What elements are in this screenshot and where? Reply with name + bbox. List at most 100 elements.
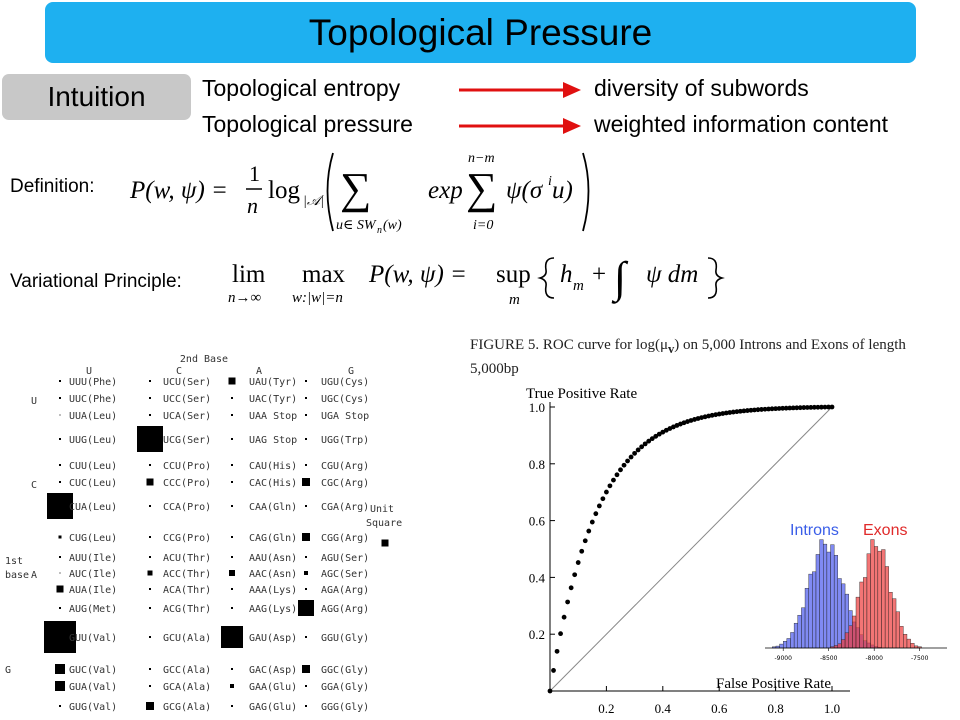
codon-square <box>302 478 310 486</box>
column-letter: U <box>86 366 92 377</box>
definition-label: Definition: <box>10 176 95 197</box>
codon-square <box>305 438 307 440</box>
roc-point <box>575 560 581 565</box>
integral-body: ψ dm <box>646 261 698 288</box>
y-tick-label: 0.6 <box>529 514 546 529</box>
roc-point <box>561 614 567 620</box>
roc-point <box>734 409 740 415</box>
codon-label: ACC(Thr) <box>163 569 211 580</box>
codon-label: GAA(Glu) <box>249 682 297 693</box>
codon-label: CGG(Arg) <box>321 533 369 544</box>
roc-point <box>586 528 592 534</box>
introns-bar <box>841 583 846 649</box>
first-base-label-2: base <box>5 570 29 581</box>
roc-point <box>759 407 764 412</box>
svg-text:i: i <box>548 174 552 189</box>
codon-label: GAU(Asp) <box>249 633 297 644</box>
codon-square <box>305 705 307 707</box>
codon-label: GCG(Ala) <box>163 702 211 713</box>
codon-square <box>305 505 307 507</box>
codon-square <box>229 570 235 576</box>
roc-point <box>625 458 630 464</box>
roc-point <box>727 410 733 415</box>
roc-point <box>589 519 595 525</box>
roc-point <box>551 668 556 673</box>
second-base-header: 2nd Base <box>180 354 228 365</box>
roc-point <box>787 405 793 411</box>
codon-square <box>231 588 233 590</box>
introns-bar <box>801 607 806 649</box>
row-letter: C <box>31 480 37 491</box>
codon-square <box>59 414 61 416</box>
codon-label: UCG(Ser) <box>163 435 211 446</box>
sum-symbol: ∑ <box>340 164 371 213</box>
codon-square <box>137 426 163 452</box>
codon-label: CCU(Pro) <box>163 461 211 472</box>
roc-point <box>811 404 817 410</box>
fraction-numerator: 1 <box>249 161 260 186</box>
roc-point <box>596 503 602 509</box>
codon-square <box>231 464 233 466</box>
introns-bar <box>833 555 839 649</box>
codon-square <box>47 493 73 519</box>
codon-square <box>55 664 65 674</box>
exons-bar <box>899 626 904 649</box>
codon-label: UAU(Tyr) <box>249 377 297 388</box>
topological-pressure-text: Topological pressure <box>202 111 413 137</box>
exons-bar <box>852 615 857 649</box>
codon-square <box>59 481 61 483</box>
codon-label: CUA(Leu) <box>69 502 117 513</box>
right-arrow-icon <box>459 118 581 134</box>
inner-sum-symbol: ∑ <box>466 164 497 213</box>
exons-bar <box>888 592 893 649</box>
codon-square <box>305 464 307 466</box>
sum-subscript: u∈ SW <box>336 218 377 233</box>
codon-label: UGA Stop <box>321 411 369 422</box>
codon-label: AGG(Arg) <box>321 604 369 615</box>
exons-bar <box>866 553 871 649</box>
codon-label: CGA(Arg) <box>321 502 369 513</box>
codon-square <box>149 536 151 538</box>
roc-point <box>582 538 588 544</box>
codon-label: GCU(Ala) <box>163 633 211 644</box>
roc-point <box>801 405 807 410</box>
svg-text:(w): (w) <box>383 218 402 233</box>
roc-y-axis-label: True Positive Rate <box>526 386 637 402</box>
codon-label: UAG Stop <box>249 435 297 446</box>
codon-square <box>59 572 61 574</box>
exons-bar <box>870 539 875 649</box>
introns-bar <box>786 638 791 649</box>
codon-label: GAC(Asp) <box>249 665 297 676</box>
codon-square <box>305 380 307 382</box>
roc-point <box>628 454 634 460</box>
svg-text:m: m <box>573 278 584 294</box>
codon-label: CCC(Pro) <box>163 478 211 489</box>
roc-point <box>797 405 803 411</box>
roc-point <box>741 408 747 414</box>
codon-square <box>149 414 151 416</box>
y-tick-label: 0.4 <box>529 570 546 585</box>
definition-formula: P(w, ψ) = 1 n log |𝒜| ∑ u∈ SW n (w) exp … <box>129 151 590 236</box>
codon-label: GGA(Gly) <box>321 682 369 693</box>
introns-bar <box>819 539 824 649</box>
codon-label: ACU(Thr) <box>163 553 211 564</box>
roc-point <box>826 404 831 410</box>
codon-square <box>147 570 153 576</box>
exons-bar <box>859 581 864 649</box>
topological-entropy-text: Topological entropy <box>202 75 401 101</box>
codon-label: UAC(Tyr) <box>249 394 297 405</box>
introns-bar <box>797 614 802 649</box>
codon-label: UCC(Ser) <box>163 394 211 405</box>
roc-point <box>804 405 810 410</box>
slide-title: Topological Pressure <box>45 2 916 63</box>
codon-square <box>230 684 234 688</box>
first-base-label: 1st <box>5 556 23 567</box>
roc-point <box>607 483 613 489</box>
roc-point <box>639 444 645 450</box>
introns-bar <box>812 571 817 649</box>
roc-point <box>815 404 821 410</box>
roc-point <box>776 406 782 411</box>
max-text: max <box>302 261 346 288</box>
unit-square-label: Unit <box>370 504 394 515</box>
